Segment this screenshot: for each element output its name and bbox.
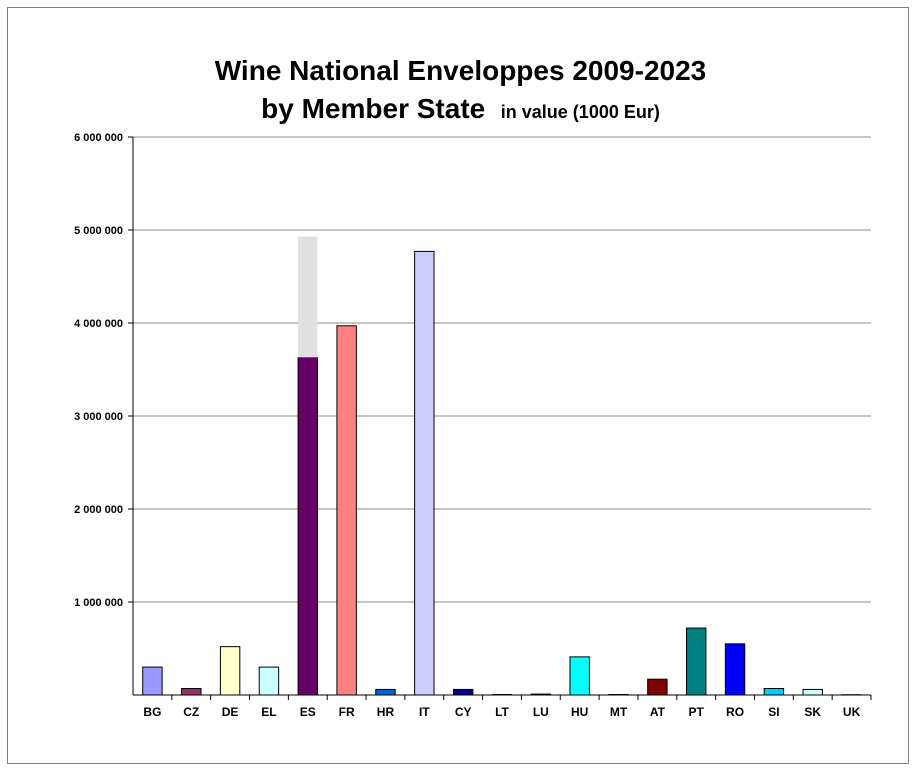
x-tick-label: HU — [571, 705, 588, 719]
x-tick-label: LU — [533, 705, 549, 719]
bar-hu — [569, 656, 590, 696]
x-tick-label: RO — [726, 705, 744, 719]
bar-it — [414, 250, 435, 696]
x-tick-label: UK — [843, 705, 861, 719]
x-tick-label: SI — [768, 705, 779, 719]
x-tick-label: HR — [377, 705, 395, 719]
bar-bg — [142, 666, 163, 696]
x-tick-label: IT — [419, 705, 430, 719]
bar-cz — [181, 687, 202, 696]
bar-lu — [530, 693, 552, 696]
y-tick-label: 5 000 000 — [74, 225, 123, 237]
x-tick-label: SK — [804, 705, 821, 719]
chart-subtitle: by Member State in value (1000 Eur) — [0, 93, 921, 125]
x-tick-label: CY — [455, 705, 472, 719]
x-tick-label: DE — [222, 705, 239, 719]
bar-fr — [336, 325, 357, 696]
bar-el — [258, 666, 280, 696]
x-tick-label: FR — [339, 705, 355, 719]
bar-sk — [802, 688, 823, 696]
bar-de — [219, 646, 241, 696]
x-tick-label: MT — [610, 705, 628, 719]
bar-extra-es — [298, 236, 318, 358]
y-tick-label: 2 000 000 — [74, 504, 123, 516]
bar-hr — [375, 688, 396, 696]
chart-title: Wine National Enveloppes 2009-2023 — [214, 55, 707, 86]
bar-es — [297, 356, 319, 696]
bar-ro — [724, 643, 746, 696]
chart-frame — [7, 7, 909, 764]
x-tick-label: EL — [261, 705, 276, 719]
bar-pt — [686, 627, 707, 696]
x-tick-label: LT — [495, 705, 509, 719]
x-tick-label: CZ — [183, 705, 199, 719]
y-tick-label: 1 000 000 — [74, 597, 123, 609]
chart-subtitle-unit: in value (1000 Eur) — [500, 102, 660, 122]
y-tick-label: 4 000 000 — [74, 318, 123, 330]
x-tick-label: AT — [650, 705, 666, 719]
x-tick-label: ES — [300, 705, 316, 719]
y-tick-label: 3 000 000 — [74, 411, 123, 423]
chart-subtitle-main: by Member State — [261, 93, 486, 124]
y-tick-label: 6 000 000 — [74, 132, 123, 144]
x-tick-label: PT — [689, 705, 705, 719]
x-tick-label: BG — [143, 705, 161, 719]
bar-at — [647, 678, 668, 696]
bar-si — [763, 687, 785, 696]
bar-cy — [452, 688, 474, 696]
